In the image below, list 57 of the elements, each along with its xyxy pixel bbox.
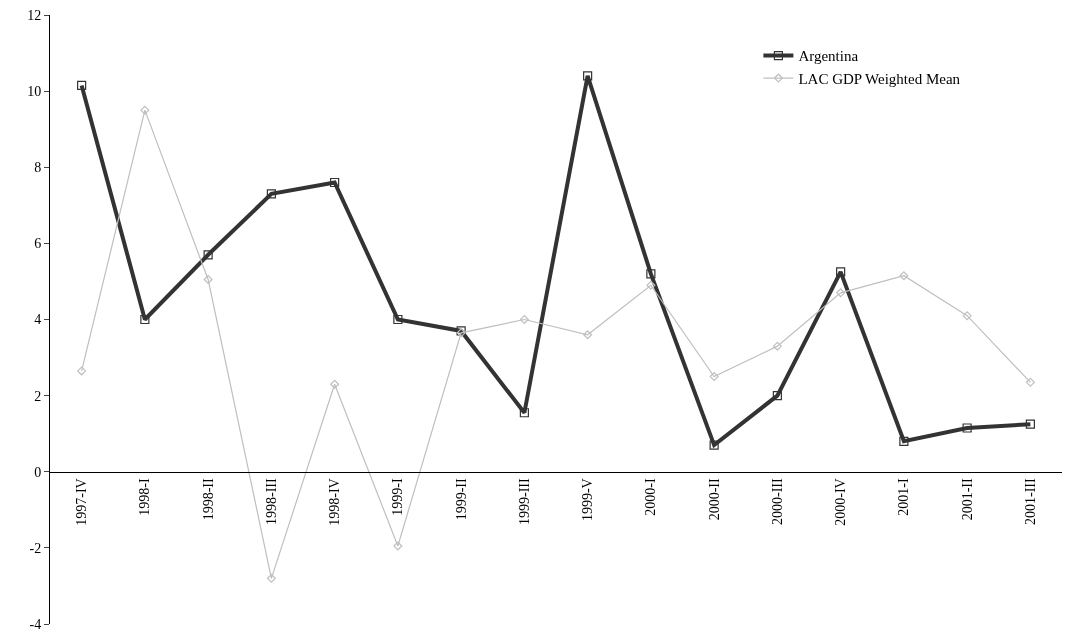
point — [772, 341, 782, 351]
point — [330, 379, 340, 389]
point — [266, 189, 276, 199]
point — [836, 267, 846, 277]
x-tick-label: 1999-I — [390, 478, 406, 516]
point — [836, 288, 846, 298]
point — [77, 366, 87, 376]
x-tick-label: 1998-II — [200, 478, 216, 521]
point — [140, 314, 150, 325]
y-tick-label: 12 — [27, 7, 42, 23]
x-tick-label: 2001-I — [896, 478, 912, 516]
point — [1025, 419, 1035, 429]
x-tick-label: 2000-I — [643, 478, 659, 516]
point — [962, 311, 972, 321]
point — [203, 275, 213, 285]
x-tick-label: 2000-III — [769, 478, 785, 526]
point — [519, 315, 529, 324]
y-tick-label: -4 — [29, 616, 42, 632]
legend-label: Argentina — [798, 48, 859, 65]
x-tick-label: 2001-III — [1022, 478, 1038, 526]
y-tick-label: 8 — [34, 160, 42, 176]
y-tick-label: 10 — [27, 84, 42, 100]
x-tick-label: 2000-IV — [833, 478, 849, 526]
point — [646, 280, 656, 290]
legend-label: LAC GDP Weighted Mean — [798, 70, 961, 87]
y-tick-label: 2 — [34, 388, 42, 404]
x-tick-label: 1997-IV — [74, 478, 90, 526]
point — [1025, 377, 1035, 387]
x-tick-label: 1998-I — [137, 478, 153, 516]
point — [77, 80, 87, 91]
point — [709, 440, 719, 450]
point — [772, 391, 782, 401]
x-tick-label: 2000-II — [706, 478, 722, 521]
point — [899, 271, 909, 281]
y-tick-label: -2 — [29, 540, 42, 556]
x-tick-label: 1999-II — [453, 478, 469, 521]
point — [899, 436, 909, 446]
x-tick-label: 2001-II — [959, 478, 975, 521]
x-tick-label: 1999-V — [580, 478, 596, 522]
point — [140, 105, 150, 115]
x-tick-label: 1999-III — [516, 478, 532, 526]
point — [583, 330, 593, 340]
point — [393, 314, 403, 325]
point — [330, 177, 340, 188]
point — [393, 541, 403, 551]
point — [709, 372, 719, 382]
y-tick-label: 0 — [34, 464, 42, 480]
x-tick-label: 1998-IV — [327, 478, 343, 526]
point — [962, 423, 972, 433]
point — [203, 250, 213, 260]
y-tick-label: 6 — [34, 236, 42, 252]
point — [583, 71, 593, 81]
point — [266, 573, 276, 583]
x-tick-label: 1998-III — [263, 478, 279, 526]
y-tick-label: 4 — [34, 312, 42, 328]
point — [519, 408, 529, 418]
point — [646, 269, 656, 279]
